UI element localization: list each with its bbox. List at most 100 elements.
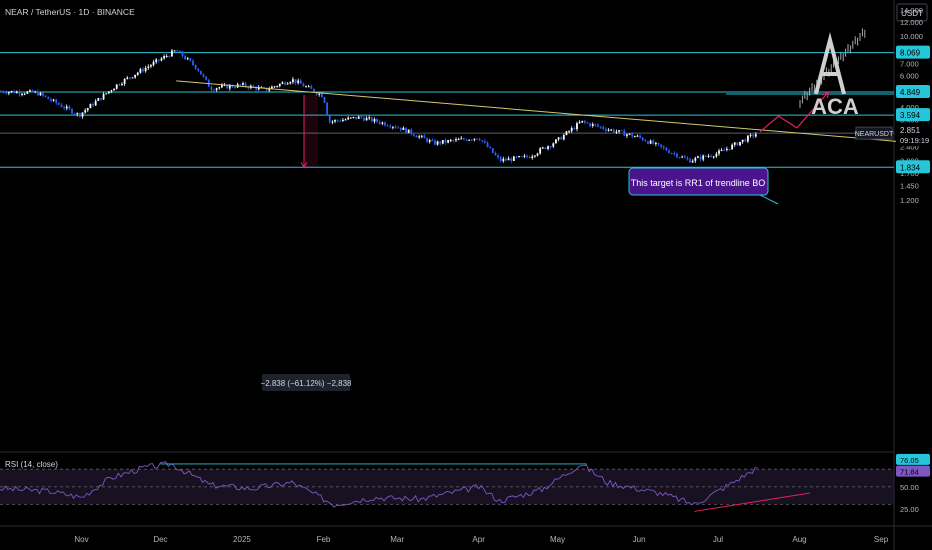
currency-button[interactable] [896,3,928,22]
candle-body [320,93,323,98]
candle-body [210,86,213,90]
candle-body [157,59,160,61]
candle-body [92,104,94,106]
candle-body [226,84,229,89]
candle-body [507,158,510,161]
candle-body [718,150,720,154]
candle-body [754,134,757,137]
candle-body [552,143,555,147]
candle-body [678,157,681,159]
candle-body [94,100,97,106]
candle-body [715,153,718,157]
candle-body [115,84,118,89]
candle-body [318,93,321,95]
candle-body [510,158,513,161]
candle-body [21,93,23,95]
candle-body [205,76,208,80]
candle-body [255,86,258,90]
candle-body [339,120,342,122]
candle-body [649,140,652,144]
time-tick-label: Apr [472,535,485,544]
candle-body [626,134,628,136]
candle-body [373,118,376,122]
candle-body [502,158,505,162]
candle-body [410,129,413,135]
measure-arrow [300,161,308,169]
callout-pointer [759,194,779,205]
target-callout[interactable]: This target is RR1 of trendline BO [628,167,769,196]
time-tick-label: 2025 [233,535,251,544]
candle-body [221,85,223,88]
candle-body [360,116,363,118]
candle-body [597,124,599,127]
candle-body [39,92,42,96]
candle-body [423,135,426,139]
candle-body [462,138,465,140]
candle-body [63,107,66,109]
candle-body [71,108,73,114]
time-tick-label: May [550,535,565,544]
candle-body [352,117,355,119]
candle-body [694,157,697,161]
candle-body [394,126,397,128]
candle-body [186,58,189,60]
candle-body [660,144,663,147]
candle-body [644,140,647,142]
logo-text: ACA [811,94,859,119]
candle-body [13,90,16,94]
candle-body [163,56,165,59]
candle-body [100,98,102,100]
candle-body [607,129,610,131]
candle-body [60,104,63,108]
candle-body [707,155,710,157]
candle-body [228,85,231,89]
candle-body [278,83,281,87]
candle-body [150,65,152,67]
callout-text: This target is RR1 of trendline BO [631,178,766,188]
candle-body [620,130,623,132]
price-tick-label: 14.000 [900,6,923,15]
candle-body [47,96,50,100]
candle-body [547,146,549,149]
projection-group [759,90,830,133]
candle-body [18,91,21,95]
candle-body [299,80,302,84]
candle-body [7,91,10,94]
candle-body [79,113,81,117]
symbol-label: NEARUSDT [855,131,894,138]
time-axis[interactable]: Nov Dec 2025 Feb Mar Apr May Jun Jul Aug Sep [74,535,888,544]
level-3594-label: 3.594 [900,111,921,120]
candle-body [281,82,284,84]
candle-body [749,134,752,136]
candle-body [381,122,384,124]
candle-body [420,135,423,137]
candle-body [26,91,29,94]
logo-a-shape [814,32,846,95]
candle-body [118,84,121,86]
candle-body [478,139,481,141]
rsi-pane[interactable]: RSI (14, close) 50.00 25.00 76.05 71.84 [0,453,930,514]
candle-body [349,117,352,119]
candle-body [544,147,547,149]
price-tick-label: 1.700 [900,169,919,178]
candle-body [739,141,741,146]
candle-body [568,131,570,133]
candle-body [407,129,410,133]
candle-body [536,153,539,156]
candle-body [2,91,5,93]
candle-body [328,115,331,123]
candle-body [263,87,265,89]
candle-body [639,135,641,138]
candle-body [213,89,215,91]
candle-body [347,117,350,120]
candle-body [428,140,431,142]
candle-body [418,136,421,138]
candle-body [391,126,394,128]
chart-title: NEAR / TetherUS · 1D · BINANCE [5,7,135,17]
candle-body [591,124,594,126]
symbol-tag [855,126,893,140]
candle-body [468,139,471,141]
